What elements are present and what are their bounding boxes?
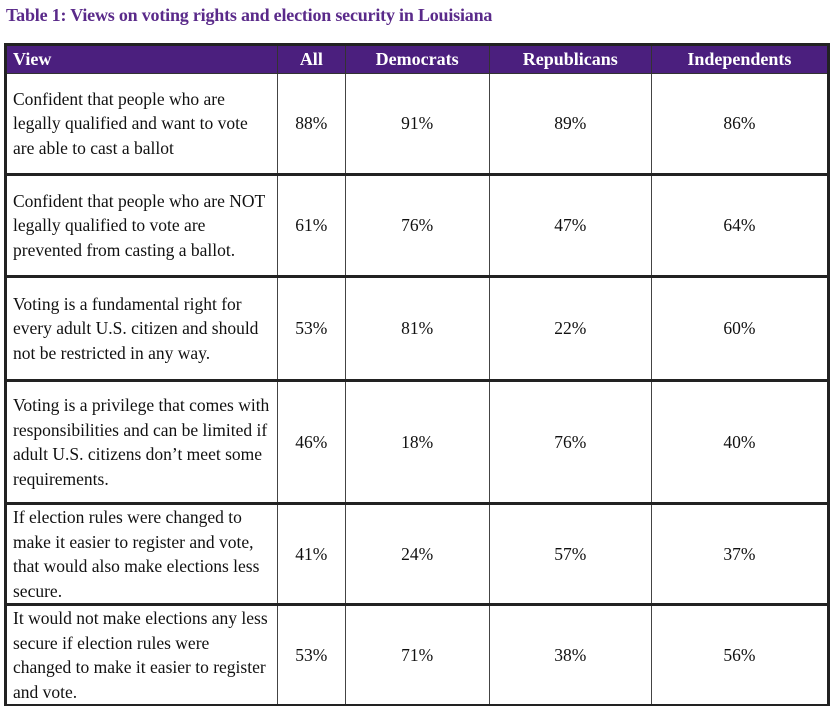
view-cell: Voting is a privilege that comes with re…: [5, 379, 278, 504]
table-row: If election rules were changed to make i…: [5, 502, 830, 605]
republicans-cell: 47%: [488, 173, 652, 277]
header-view: View: [5, 43, 278, 74]
header-independents: Independents: [650, 43, 830, 74]
republicans-cell: 38%: [488, 603, 652, 706]
header-democrats: Democrats: [344, 43, 490, 74]
republicans-cell: 76%: [488, 379, 652, 504]
democrats-cell: 76%: [344, 173, 490, 277]
independents-cell: 86%: [650, 73, 830, 175]
all-cell: 41%: [277, 502, 346, 605]
all-cell: 61%: [277, 173, 346, 277]
views-table: View All Democrats Republicans Independe…: [4, 43, 830, 706]
independents-cell: 64%: [650, 173, 830, 277]
table-row: Voting is a privilege that comes with re…: [5, 379, 830, 504]
independents-cell: 37%: [650, 502, 830, 605]
all-cell: 53%: [277, 603, 346, 706]
view-cell: Confident that people who are NOT legall…: [5, 173, 278, 277]
table-title: Table 1: Views on voting rights and elec…: [6, 5, 493, 25]
all-cell: 46%: [277, 379, 346, 504]
republicans-cell: 22%: [488, 275, 652, 381]
view-cell: Confident that people who are legally qu…: [5, 73, 278, 175]
democrats-cell: 18%: [344, 379, 490, 504]
header-republicans: Republicans: [488, 43, 652, 74]
view-cell: It would not make elections any less sec…: [5, 603, 278, 706]
democrats-cell: 91%: [344, 73, 490, 175]
independents-cell: 60%: [650, 275, 830, 381]
table-row: Voting is a fundamental right for every …: [5, 275, 830, 381]
all-cell: 88%: [277, 73, 346, 175]
independents-cell: 56%: [650, 603, 830, 706]
header-row: View All Democrats Republicans Independe…: [5, 43, 830, 74]
republicans-cell: 57%: [488, 502, 652, 605]
democrats-cell: 24%: [344, 502, 490, 605]
table-row: Confident that people who are NOT legall…: [5, 173, 830, 277]
all-cell: 53%: [277, 275, 346, 381]
republicans-cell: 89%: [488, 73, 652, 175]
view-cell: If election rules were changed to make i…: [5, 502, 278, 605]
header-all: All: [277, 43, 346, 74]
democrats-cell: 81%: [344, 275, 490, 381]
view-cell: Voting is a fundamental right for every …: [5, 275, 278, 381]
table-row: It would not make elections any less sec…: [5, 603, 830, 706]
democrats-cell: 71%: [344, 603, 490, 706]
table-row: Confident that people who are legally qu…: [5, 73, 830, 175]
independents-cell: 40%: [650, 379, 830, 504]
